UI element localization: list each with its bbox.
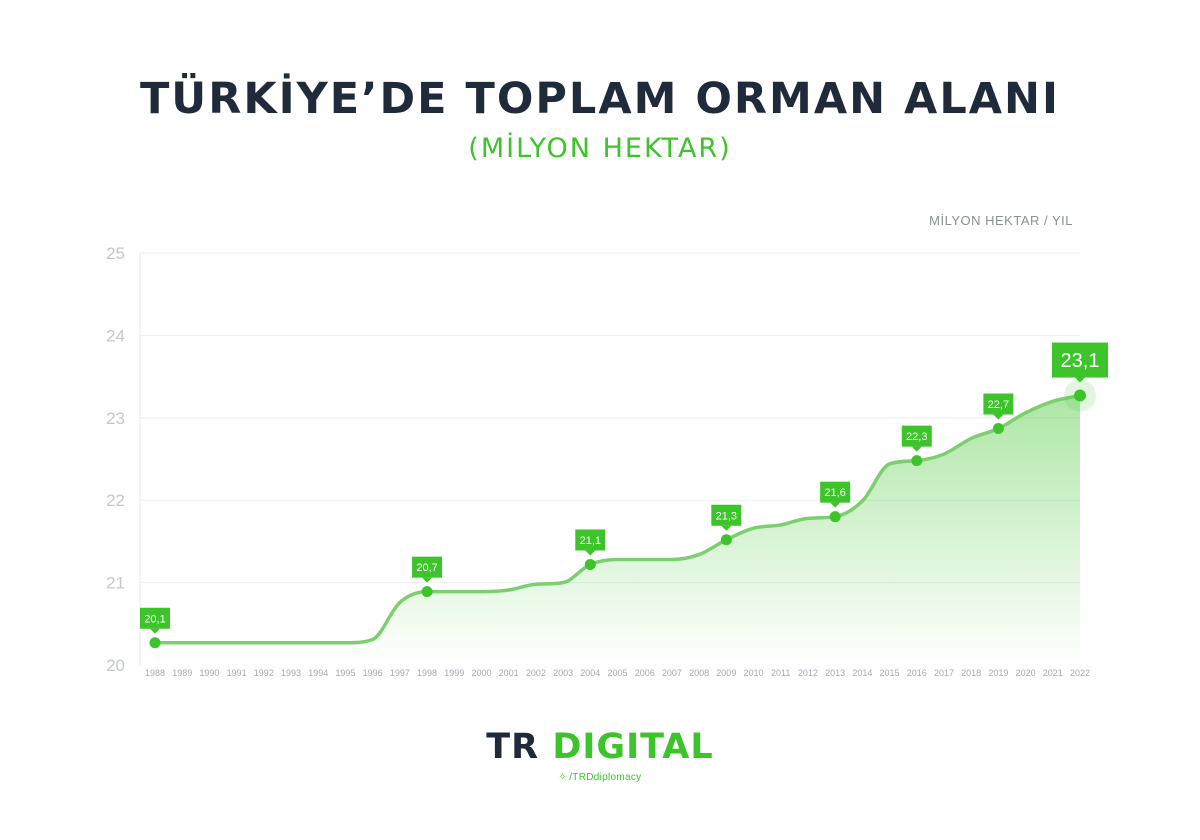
data-label-pointer <box>150 628 160 634</box>
x-tick-label: 2014 <box>852 668 872 678</box>
data-label-box <box>711 504 742 526</box>
x-tick-label: 2009 <box>716 668 736 678</box>
handle-text: /TRDdiplomacy <box>569 772 642 783</box>
data-point <box>911 455 923 467</box>
x-tick-label: 2008 <box>689 668 709 678</box>
x-tick-label: 2001 <box>499 668 519 678</box>
data-label-box <box>412 556 443 578</box>
data-label-box <box>901 425 932 447</box>
brand-logo: TR DIGITAL <box>0 727 1200 767</box>
x-tick-label: 1991 <box>227 668 247 678</box>
data-label: 22,3 <box>906 431 927 443</box>
data-label: 23,1 <box>1061 350 1100 372</box>
x-tick-label: 1992 <box>254 668 274 678</box>
y-tick-label: 25 <box>106 244 125 263</box>
data-label-box <box>983 393 1014 415</box>
y-tick-label: 24 <box>106 326 125 345</box>
x-tick-label: 2002 <box>526 668 546 678</box>
series-line <box>153 393 1082 645</box>
brand-digital: DIGITAL <box>552 727 714 767</box>
x-tick-label: 1988 <box>145 668 165 678</box>
x-tick-label: 1993 <box>281 668 301 678</box>
x-tick-label: 2004 <box>580 668 600 678</box>
x-tick-label: 2017 <box>934 668 954 678</box>
x-tick-label: 1998 <box>417 668 437 678</box>
data-label-pointer <box>830 502 841 508</box>
x-tick-label: 1990 <box>199 668 219 678</box>
brand-tr: TR <box>486 727 540 767</box>
data-label-pointer <box>993 414 1004 420</box>
data-label-pointer <box>911 446 922 452</box>
social-handle[interactable]: ✧/TRDdiplomacy <box>0 772 1200 783</box>
data-label: 20,1 <box>144 613 165 625</box>
x-tick-label: 2005 <box>607 668 627 678</box>
x-tick-label: 1995 <box>335 668 355 678</box>
y-tick-label: 23 <box>106 409 125 428</box>
x-tick-label: 2013 <box>825 668 845 678</box>
x-axis: 1988 1989 1990 1991 1992 1993 1994 1995 1996 1997… <box>145 668 1090 678</box>
data-label-box <box>140 607 170 629</box>
x-tick-label: 2007 <box>662 668 682 678</box>
data-point <box>992 423 1004 435</box>
x-tick-label: 2011 <box>771 668 790 678</box>
data-label-pointer <box>422 577 433 583</box>
x-tick-label: 1999 <box>444 668 464 678</box>
x-tick-label: 2006 <box>635 668 655 678</box>
x-tick-label: 2010 <box>744 668 764 678</box>
data-point <box>584 558 596 570</box>
data-label-pointer <box>721 525 732 531</box>
x-tick-label: 1994 <box>308 668 328 678</box>
y-tick-label: 20 <box>106 656 125 675</box>
data-label: 22,7 <box>988 399 1009 411</box>
unit-label: MİLYON HEKTAR / YIL <box>929 213 1073 228</box>
chart-subtitle: (MİLYON HEKTAR) <box>468 133 732 164</box>
data-point <box>829 511 841 523</box>
data-label-pointer <box>585 550 596 556</box>
x-tick-label: 2003 <box>553 668 573 678</box>
x-tick-label: 2021 <box>1043 668 1063 678</box>
data-labels: 20,1 20,7 21,1 21,3 21,6 22,3 22,7 23,1 <box>140 342 1108 634</box>
data-point <box>149 637 161 649</box>
y-tick-label: 21 <box>106 574 125 593</box>
data-label-box <box>575 529 606 551</box>
x-tick-label: 1989 <box>172 668 192 678</box>
x-tick-label: 2019 <box>988 668 1008 678</box>
chart-title: TÜRKİYE’DE TOPLAM ORMAN ALANI <box>139 74 1061 124</box>
area-fill <box>155 395 1080 665</box>
y-tick-label: 22 <box>106 491 125 510</box>
x-tick-label: 2022 <box>1070 668 1090 678</box>
x-tick-label: 1996 <box>363 668 383 678</box>
data-label: 21,1 <box>580 535 601 547</box>
data-label-box <box>1052 342 1108 378</box>
twitter-bird-icon: ✧ <box>558 772 568 783</box>
data-label: 21,6 <box>824 487 845 499</box>
x-tick-label: 2016 <box>907 668 927 678</box>
data-label: 20,7 <box>416 562 437 574</box>
data-label-box <box>820 481 851 503</box>
x-tick-label: 2000 <box>471 668 491 678</box>
data-point <box>1074 389 1086 402</box>
data-label-pointer <box>1075 377 1085 383</box>
data-label: 21,3 <box>716 510 737 522</box>
x-tick-label: 1997 <box>390 668 410 678</box>
data-points <box>149 379 1096 649</box>
data-point <box>421 586 433 598</box>
x-tick-label: 2020 <box>1016 668 1036 678</box>
data-point <box>720 534 732 546</box>
y-axis: 20 21 22 23 24 25 <box>106 244 125 675</box>
gridlines <box>139 252 1080 665</box>
x-tick-label: 2012 <box>798 668 818 678</box>
x-tick-label: 2018 <box>961 668 981 678</box>
x-tick-label: 2015 <box>880 668 900 678</box>
